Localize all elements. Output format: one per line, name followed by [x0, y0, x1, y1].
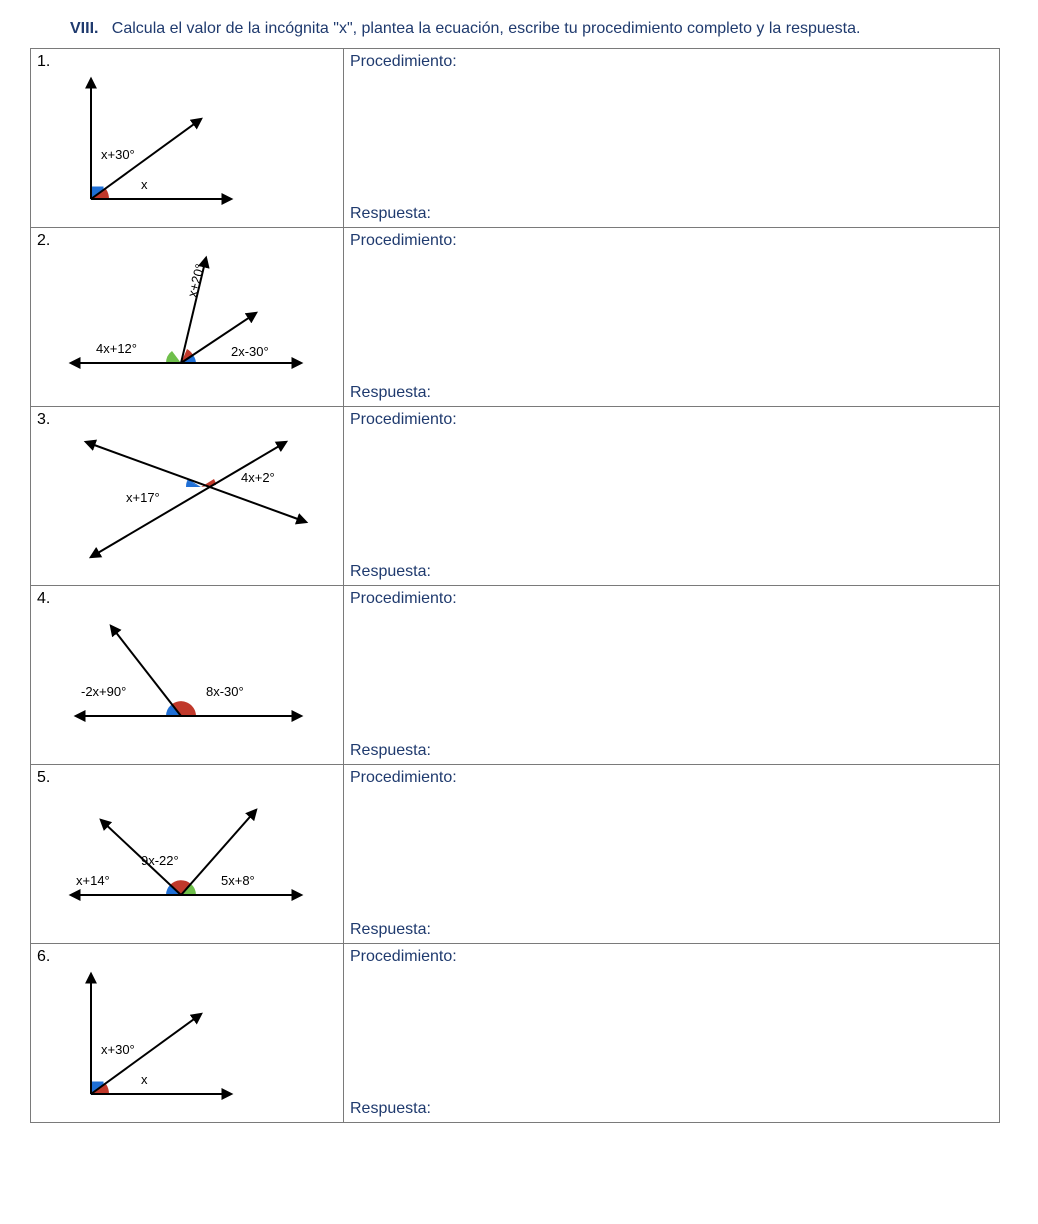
respuesta-label: Respuesta: — [350, 921, 431, 939]
answer-cell-2: Procedimiento: Respuesta: — [344, 228, 1000, 407]
procedimiento-label: Procedimiento: — [350, 590, 457, 608]
procedimiento-label: Procedimiento: — [350, 232, 457, 250]
diagram-cell-1: 1. x+30° x — [31, 49, 344, 228]
angle-label: x+30° — [101, 147, 135, 162]
procedimiento-label: Procedimiento: — [350, 53, 457, 71]
angle-label: 5x+8° — [221, 873, 255, 888]
diagram-cell-6: 6. x+30° x — [31, 944, 344, 1123]
angle-label: x — [141, 177, 148, 192]
respuesta-label: Respuesta: — [350, 742, 431, 760]
answer-cell-5: Procedimiento: Respuesta: — [344, 765, 1000, 944]
problems-table: 1. x+30° x Procedimiento: Respuesta: 2. … — [30, 48, 1000, 1123]
diagram-cell-4: 4. -2x+90° 8x-30° — [31, 586, 344, 765]
respuesta-label: Respuesta: — [350, 384, 431, 402]
instruction-text: Calcula el valor de la incógnita "x", pl… — [112, 20, 861, 37]
answer-cell-1: Procedimiento: Respuesta: — [344, 49, 1000, 228]
angle-diagram-5: x+14° 9x-22° 5x+8° — [31, 765, 331, 935]
angle-label: x+14° — [76, 873, 110, 888]
angle-label: x — [141, 1072, 148, 1087]
angle-diagram-6: x+30° x — [31, 944, 331, 1114]
angle-label: 9x-22° — [141, 853, 179, 868]
procedimiento-label: Procedimiento: — [350, 948, 457, 966]
angle-label: -2x+90° — [81, 684, 126, 699]
procedimiento-label: Procedimiento: — [350, 411, 457, 429]
answer-cell-3: Procedimiento: Respuesta: — [344, 407, 1000, 586]
angle-label: 4x+12° — [96, 341, 137, 356]
worksheet-header: VIII. Calcula el valor de la incógnita "… — [70, 20, 1008, 38]
answer-cell-6: Procedimiento: Respuesta: — [344, 944, 1000, 1123]
angle-diagram-3: x+17° 4x+2° — [31, 407, 331, 577]
respuesta-label: Respuesta: — [350, 1100, 431, 1118]
angle-label: x+30° — [101, 1042, 135, 1057]
respuesta-label: Respuesta: — [350, 563, 431, 581]
angle-label: x+20° — [184, 262, 207, 298]
angle-diagram-1: x+30° x — [31, 49, 331, 219]
respuesta-label: Respuesta: — [350, 205, 431, 223]
diagram-cell-5: 5. x+14° 9x-22° 5x+8° — [31, 765, 344, 944]
angle-diagram-2: 4x+12° x+20° 2x-30° — [31, 228, 331, 398]
angle-label: 4x+2° — [241, 470, 275, 485]
angle-label: 2x-30° — [231, 344, 269, 359]
diagram-cell-3: 3. x+17° 4x+2° — [31, 407, 344, 586]
diagram-cell-2: 2. 4x+12° x+20° 2x-30° — [31, 228, 344, 407]
angle-diagram-4: -2x+90° 8x-30° — [31, 586, 331, 756]
angle-label: x+17° — [126, 490, 160, 505]
angle-label: 8x-30° — [206, 684, 244, 699]
procedimiento-label: Procedimiento: — [350, 769, 457, 787]
answer-cell-4: Procedimiento: Respuesta: — [344, 586, 1000, 765]
section-number: VIII. — [70, 20, 98, 37]
